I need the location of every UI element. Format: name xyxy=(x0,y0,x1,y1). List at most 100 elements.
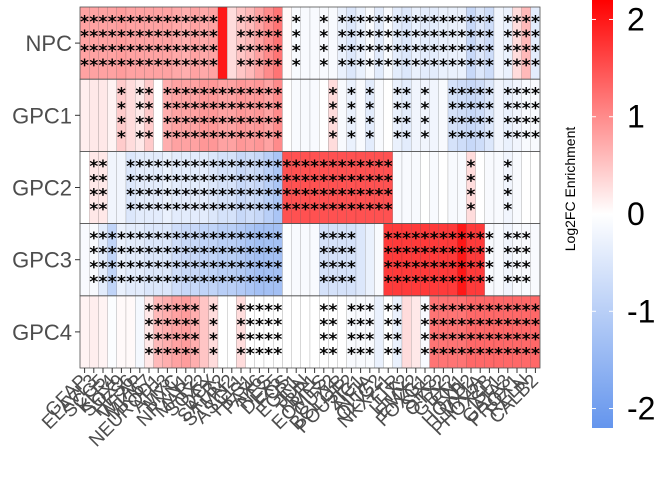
heatmap-cell xyxy=(309,295,320,369)
row-label: GPC4 xyxy=(12,320,72,345)
colorbar-tick-label: 2 xyxy=(627,1,645,37)
significance-marker: * xyxy=(145,229,154,249)
significance-marker: * xyxy=(163,229,172,249)
significance-marker: * xyxy=(191,345,200,365)
significance-marker: * xyxy=(448,330,457,350)
significance-marker: * xyxy=(117,85,126,105)
significance-marker: * xyxy=(135,41,144,61)
heatmap-cell xyxy=(383,78,394,152)
significance-marker: * xyxy=(347,41,356,61)
significance-marker: * xyxy=(430,258,439,278)
significance-marker: * xyxy=(209,258,218,278)
significance-marker: * xyxy=(347,272,356,292)
colorbar-tick-label: -2 xyxy=(627,391,655,427)
heatmap-cell xyxy=(530,223,541,297)
significance-marker: * xyxy=(99,171,108,191)
significance-marker: * xyxy=(522,12,531,32)
significance-marker: * xyxy=(200,128,209,148)
heatmap-cell xyxy=(493,151,504,224)
significance-marker: * xyxy=(237,258,246,278)
significance-marker: * xyxy=(338,243,347,263)
significance-marker: * xyxy=(218,85,227,105)
significance-marker: * xyxy=(347,157,356,177)
significance-marker: * xyxy=(467,243,476,263)
significance-marker: * xyxy=(209,330,218,350)
significance-marker: * xyxy=(255,345,264,365)
significance-marker: * xyxy=(89,229,98,249)
significance-marker: * xyxy=(448,301,457,321)
significance-marker: * xyxy=(163,186,172,206)
significance-marker: * xyxy=(421,272,430,292)
significance-marker: * xyxy=(135,56,144,76)
significance-marker: * xyxy=(402,243,411,263)
heatmap-cell xyxy=(291,223,302,297)
significance-marker: * xyxy=(163,41,172,61)
significance-marker: * xyxy=(191,272,200,292)
significance-marker: * xyxy=(347,56,356,76)
significance-marker: * xyxy=(375,27,384,47)
significance-marker: * xyxy=(145,243,154,263)
significance-marker: * xyxy=(503,229,512,249)
significance-marker: * xyxy=(531,345,540,365)
significance-marker: * xyxy=(292,157,301,177)
significance-marker: * xyxy=(227,200,236,220)
significance-marker: * xyxy=(439,12,448,32)
heatmap-cell xyxy=(79,151,90,224)
significance-marker: * xyxy=(421,56,430,76)
heatmap-cell xyxy=(134,295,145,369)
significance-marker: * xyxy=(531,99,540,119)
significance-marker: * xyxy=(273,157,282,177)
significance-marker: * xyxy=(80,41,89,61)
significance-marker: * xyxy=(191,56,200,76)
heatmap-cell xyxy=(309,78,320,152)
significance-marker: * xyxy=(163,27,172,47)
significance-marker: * xyxy=(200,27,209,47)
significance-marker: * xyxy=(319,258,328,278)
significance-marker: * xyxy=(255,12,264,32)
significance-marker: * xyxy=(246,171,255,191)
significance-marker: * xyxy=(503,345,512,365)
significance-marker: * xyxy=(356,186,365,206)
significance-marker: * xyxy=(163,272,172,292)
significance-marker: * xyxy=(485,330,494,350)
significance-marker: * xyxy=(503,330,512,350)
heatmap-cell xyxy=(392,151,403,224)
significance-marker: * xyxy=(347,243,356,263)
significance-marker: * xyxy=(191,27,200,47)
significance-marker: * xyxy=(181,258,190,278)
significance-marker: * xyxy=(384,229,393,249)
row-label: GPC3 xyxy=(12,248,72,273)
significance-marker: * xyxy=(485,41,494,61)
significance-marker: * xyxy=(467,301,476,321)
significance-marker: * xyxy=(154,272,163,292)
significance-marker: * xyxy=(135,186,144,206)
significance-marker: * xyxy=(421,330,430,350)
heatmap-cell xyxy=(79,295,90,369)
significance-marker: * xyxy=(375,41,384,61)
significance-marker: * xyxy=(108,56,117,76)
significance-marker: * xyxy=(237,229,246,249)
significance-marker: * xyxy=(108,41,117,61)
significance-marker: * xyxy=(163,99,172,119)
significance-marker: * xyxy=(181,301,190,321)
significance-marker: * xyxy=(402,12,411,32)
significance-marker: * xyxy=(237,85,246,105)
significance-marker: * xyxy=(365,345,374,365)
significance-marker: * xyxy=(467,229,476,249)
significance-marker: * xyxy=(209,99,218,119)
significance-marker: * xyxy=(99,27,108,47)
significance-marker: * xyxy=(255,128,264,148)
significance-marker: * xyxy=(264,114,273,134)
significance-marker: * xyxy=(503,114,512,134)
significance-marker: * xyxy=(181,345,190,365)
significance-marker: * xyxy=(163,345,172,365)
significance-marker: * xyxy=(319,56,328,76)
significance-marker: * xyxy=(200,56,209,76)
significance-marker: * xyxy=(393,229,402,249)
significance-marker: * xyxy=(108,243,117,263)
significance-marker: * xyxy=(255,200,264,220)
significance-marker: * xyxy=(476,330,485,350)
significance-marker: * xyxy=(513,301,522,321)
significance-marker: * xyxy=(457,229,466,249)
